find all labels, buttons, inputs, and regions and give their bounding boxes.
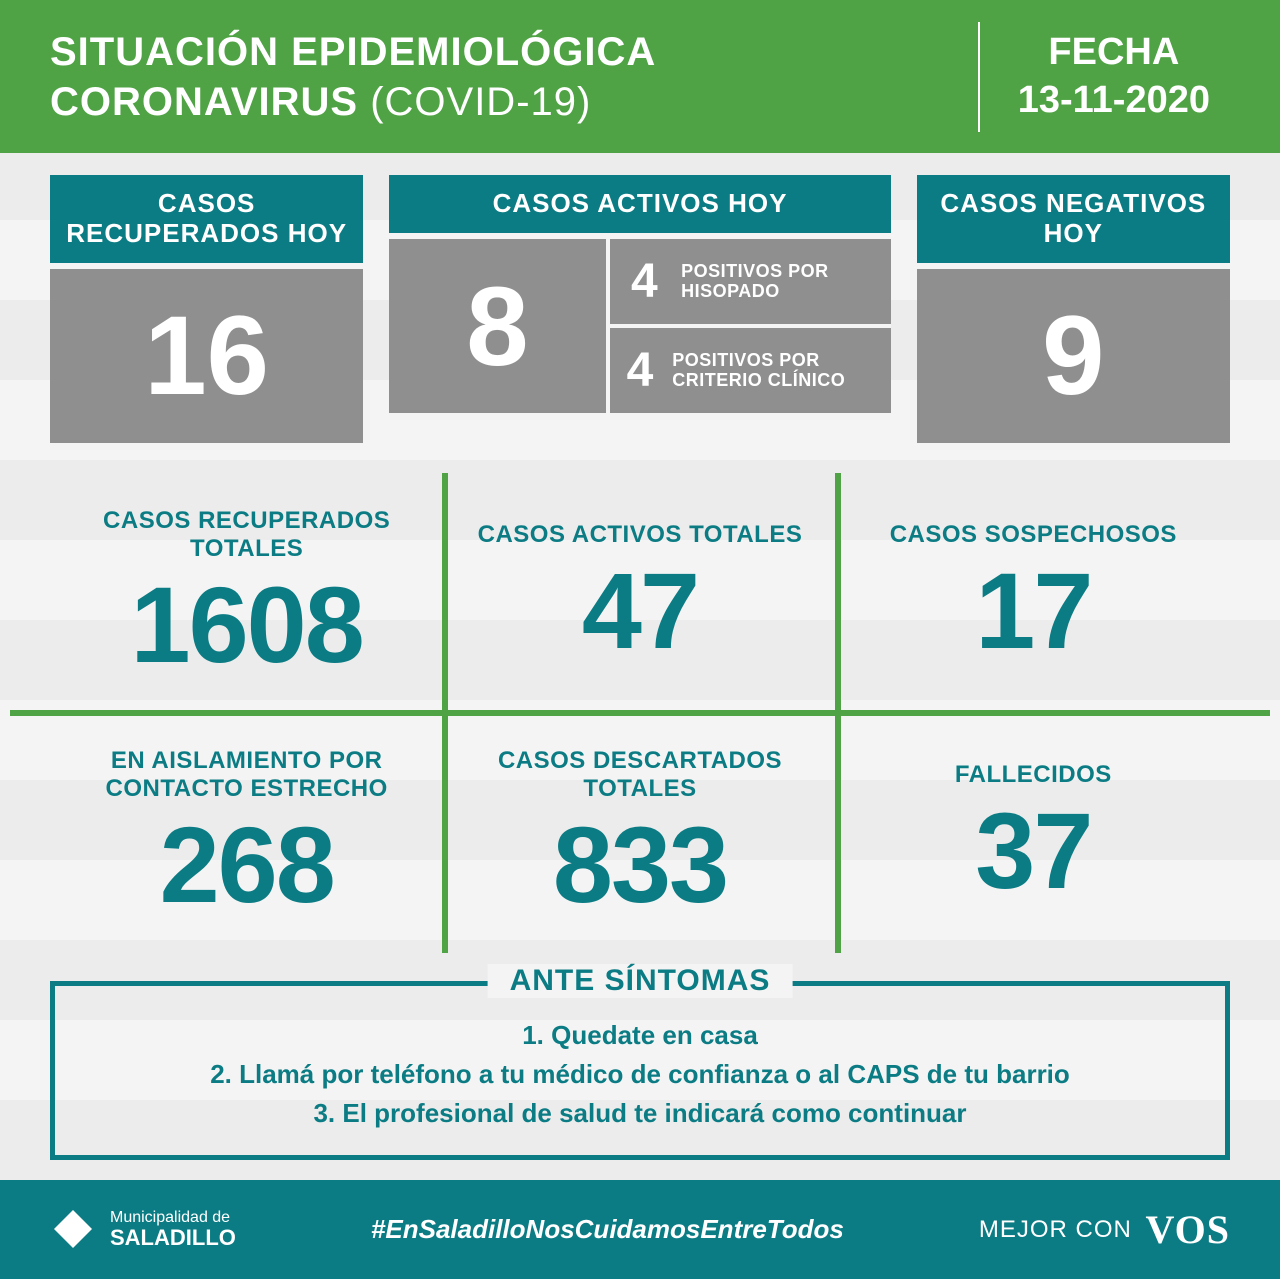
stat-value: 47 [582, 557, 698, 665]
title-line-2-thin: (COVID-19) [370, 80, 591, 124]
header-title: SITUACIÓN EPIDEMIOLÓGICA CORONAVIRUS (CO… [50, 27, 940, 127]
stats-grid: CASOS RECUPERADOS TOTALES 1608 CASOS ACT… [50, 473, 1230, 953]
stat-label: CASOS SOSPECHOSOS [890, 521, 1177, 549]
footer-slogan-prefix: MEJOR CON [979, 1216, 1132, 1243]
stat-label: FALLECIDOS [955, 761, 1112, 789]
today-active-breakdown-1: 4 POSITIVOS POR HISOPADO [610, 239, 891, 324]
stat-suspected: CASOS SOSPECHOSOS 17 [837, 473, 1230, 713]
today-active-body: 8 4 POSITIVOS POR HISOPADO 4 POSITIVOS P… [389, 239, 890, 413]
stat-value: 37 [975, 797, 1091, 905]
stat-value: 17 [975, 557, 1091, 665]
today-negative-col: CASOS NEGATIVOS HOY 9 [917, 175, 1230, 443]
stat-label: CASOS ACTIVOS TOTALES [478, 521, 803, 549]
footer-slogan: MEJOR CON VOS [979, 1206, 1230, 1253]
stat-isolation: EN AISLAMIENTO POR CONTACTO ESTRECHO 268 [50, 713, 443, 953]
today-active-breakdown: 4 POSITIVOS POR HISOPADO 4 POSITIVOS POR… [606, 239, 891, 413]
today-active-value: 8 [389, 239, 605, 413]
footer-bar: Municipalidad de SALADILLO #EnSaladilloN… [0, 1180, 1280, 1279]
today-recovered-body: 16 [50, 269, 363, 443]
footer-hashtag: #EnSaladilloNosCuidamosEntreTodos [266, 1214, 949, 1245]
footer-org-name: SALADILLO [110, 1225, 236, 1250]
breakdown-2-value: 4 [622, 343, 659, 398]
today-active-label: CASOS ACTIVOS HOY [389, 175, 890, 233]
advice-box: ANTE SÍNTOMAS 1. Quedate en casa 2. Llam… [50, 981, 1230, 1160]
breakdown-1-label: POSITIVOS POR HISOPADO [681, 262, 879, 302]
title-line-1: SITUACIÓN EPIDEMIOLÓGICA [50, 30, 656, 74]
infographic-page: SITUACIÓN EPIDEMIOLÓGICA CORONAVIRUS (CO… [0, 0, 1280, 1279]
today-row: CASOS RECUPERADOS HOY 16 CASOS ACTIVOS H… [50, 175, 1230, 443]
breakdown-2-label: POSITIVOS POR CRITERIO CLÍNICO [672, 351, 878, 391]
today-negative-label: CASOS NEGATIVOS HOY [917, 175, 1230, 263]
breakdown-1-value: 4 [622, 254, 668, 309]
today-negative-value: 9 [917, 269, 1230, 443]
today-recovered-col: CASOS RECUPERADOS HOY 16 [50, 175, 363, 443]
today-active-breakdown-2: 4 POSITIVOS POR CRITERIO CLÍNICO [610, 324, 891, 413]
stat-value: 268 [160, 811, 334, 919]
header-bar: SITUACIÓN EPIDEMIOLÓGICA CORONAVIRUS (CO… [0, 0, 1280, 153]
footer-org-prefix: Municipalidad de [110, 1209, 236, 1227]
logo-icon [50, 1206, 96, 1252]
advice-line-3: 3. El profesional de salud te indicará c… [79, 1094, 1201, 1133]
footer-logo: Municipalidad de SALADILLO [50, 1206, 236, 1252]
stat-label: CASOS RECUPERADOS TOTALES [62, 507, 431, 562]
today-recovered-value: 16 [50, 269, 363, 443]
stat-recovered-total: CASOS RECUPERADOS TOTALES 1608 [50, 473, 443, 713]
stat-value: 1608 [131, 571, 363, 679]
footer-slogan-emph: VOS [1140, 1207, 1230, 1252]
stat-deceased: FALLECIDOS 37 [837, 713, 1230, 953]
stat-label: CASOS DESCARTADOS TOTALES [455, 747, 824, 802]
content-area: CASOS RECUPERADOS HOY 16 CASOS ACTIVOS H… [0, 153, 1280, 1180]
title-line-2-bold: CORONAVIRUS [50, 80, 358, 124]
date-value: 13-11-2020 [1018, 79, 1210, 121]
advice-line-1: 1. Quedate en casa [79, 1016, 1201, 1055]
footer-org: Municipalidad de SALADILLO [110, 1209, 236, 1251]
advice-title: ANTE SÍNTOMAS [488, 964, 793, 998]
stat-value: 833 [553, 811, 727, 919]
stat-label: EN AISLAMIENTO POR CONTACTO ESTRECHO [62, 747, 431, 802]
advice-line-2: 2. Llamá por teléfono a tu médico de con… [79, 1055, 1201, 1094]
today-negative-body: 9 [917, 269, 1230, 443]
header-separator [978, 22, 980, 132]
header-date: FECHA 13-11-2020 [1018, 29, 1230, 124]
stats-grid-cells: CASOS RECUPERADOS TOTALES 1608 CASOS ACT… [50, 473, 1230, 953]
stat-discarded-total: CASOS DESCARTADOS TOTALES 833 [443, 713, 836, 953]
today-recovered-label: CASOS RECUPERADOS HOY [50, 175, 363, 263]
today-active-col: CASOS ACTIVOS HOY 8 4 POSITIVOS POR HISO… [389, 175, 890, 443]
stat-active-total: CASOS ACTIVOS TOTALES 47 [443, 473, 836, 713]
date-label: FECHA [1048, 31, 1179, 73]
